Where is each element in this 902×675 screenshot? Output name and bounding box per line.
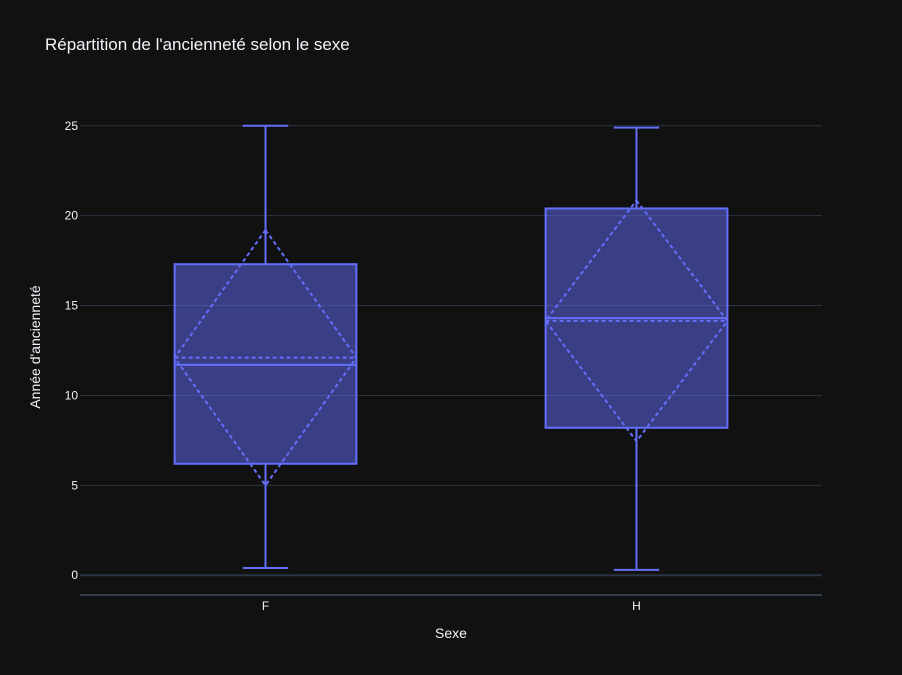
y-tick-label: 10: [65, 388, 79, 402]
y-tick-label: 15: [65, 299, 79, 313]
y-tick-label: 25: [65, 119, 79, 133]
box-F: [173, 124, 358, 570]
box-layer: [173, 124, 729, 571]
chart-title: Répartition de l'ancienneté selon le sex…: [45, 35, 350, 54]
x-tick-label: F: [262, 599, 269, 613]
x-axis-title: Sexe: [435, 625, 467, 641]
y-tick-label: 20: [65, 209, 79, 223]
x-tick-label: H: [632, 599, 641, 613]
sd-diamond: [544, 198, 729, 443]
y-tick-label: 5: [71, 478, 78, 492]
y-tick-label: 0: [71, 568, 78, 582]
box-H: [544, 126, 729, 571]
y-axis-title: Année d'ancienneté: [27, 285, 43, 409]
